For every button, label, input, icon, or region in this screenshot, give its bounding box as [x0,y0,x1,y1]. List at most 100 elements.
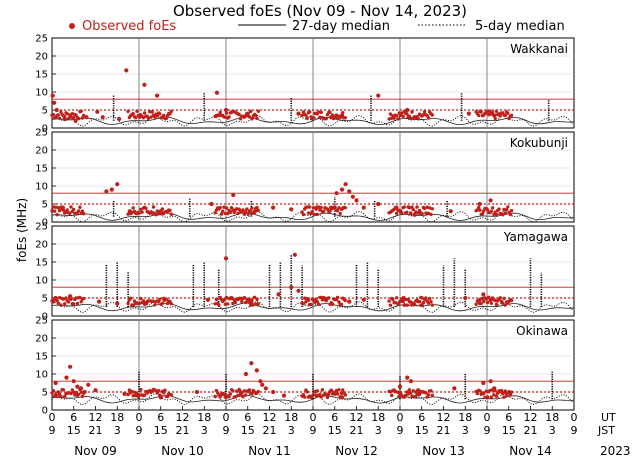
observed-point [488,198,493,203]
panel-wakkanai: 0 5 10 15 20 25 Wakkanai [35,34,575,135]
observed-point [158,112,162,116]
observed-point [233,300,238,305]
observed-point [315,300,319,304]
observed-point [122,391,127,396]
observed-point [489,301,493,305]
observed-point [314,205,319,210]
observed-point [135,109,139,113]
observed-point [226,302,230,306]
observed-point [401,299,405,304]
observed-point [337,388,341,392]
observed-point [405,375,410,380]
observed-point [169,393,173,397]
observed-point [296,288,301,293]
observed-point [330,302,335,306]
observed-point [245,113,250,118]
observed-point [86,382,91,387]
observed-point [329,115,334,120]
observed-point [301,302,306,306]
y-tick-label: 10 [35,182,48,193]
observed-point [477,205,481,210]
x-tick-label-jst: 21 [350,424,364,437]
observed-point [71,379,76,384]
observed-point [424,211,428,215]
observed-point [484,297,488,301]
median-27day-line [51,212,575,221]
observed-point [412,115,417,120]
observed-point [303,395,307,399]
observed-point [76,209,81,213]
observed-point [398,390,403,395]
observed-point [242,296,246,300]
observed-point [141,299,146,303]
y-tick-label: 10 [35,88,48,99]
x-tick-label-jst: 15 [502,424,516,437]
x-tick-label-jst: 3 [201,424,208,437]
x-tick-label-ut: 0 [310,411,317,424]
observed-point [474,302,478,306]
jst-label: JST [597,424,615,437]
observed-point [395,296,399,300]
observed-point [405,210,409,214]
y-tick-label: 20 [35,240,48,251]
x-tick-label-jst: 3 [288,424,295,437]
observed-point [249,209,253,213]
observed-point [235,389,239,393]
observed-point [281,393,287,398]
observed-point [361,297,366,302]
observed-point [252,209,258,214]
observed-point [78,205,82,209]
observed-point [132,390,137,394]
median-5day-line [52,210,575,223]
observed-point [343,298,347,303]
observed-point [115,182,120,187]
observed-point [422,206,427,211]
observed-point [403,393,408,398]
observed-point [289,285,294,290]
observed-point [416,117,420,121]
observed-point [310,209,314,214]
observed-point [53,380,58,386]
observed-point [334,191,339,196]
observed-point [229,295,234,301]
legend-observed-label: Observed foEs [82,19,176,34]
observed-point [156,389,161,393]
observed-point [73,118,78,123]
observed-point [339,113,345,118]
observed-point [53,295,58,301]
observed-point [306,298,311,302]
observed-point [227,395,231,399]
observed-point [150,110,154,114]
legend-observed-marker [69,23,75,29]
observed-point [311,206,316,210]
observed-point [392,116,396,120]
x-tick-label-ut: 6 [70,411,77,424]
observed-point [300,113,304,118]
observed-point [319,110,323,115]
observed-point [169,302,173,306]
observed-point [263,386,268,391]
observed-point [466,111,471,116]
observed-point [235,207,239,211]
observed-point [347,189,352,194]
observed-point [376,201,381,207]
observed-point [498,114,502,118]
observed-point [494,394,499,398]
observed-point [419,303,424,308]
observed-point [428,296,432,301]
observed-point [397,384,403,389]
x-tick-label-jst: 3 [549,424,556,437]
observed-point [391,297,395,302]
x-tick-label-ut: 12 [176,411,190,424]
observed-point [224,206,229,210]
observed-point [417,299,422,304]
observed-point [429,212,433,217]
observed-point [494,109,499,114]
observed-point [126,212,130,216]
observed-point [480,212,485,216]
observed-point [71,302,76,306]
observed-point [255,205,259,210]
observed-point [71,116,76,120]
observed-point [80,394,85,399]
